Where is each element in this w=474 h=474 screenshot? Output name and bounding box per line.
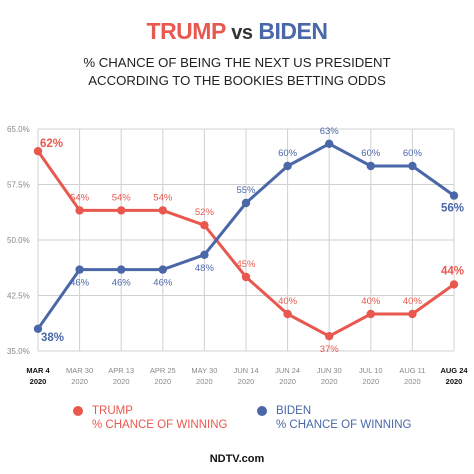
trump-data-label: 54% (153, 192, 173, 203)
y-tick-label: 35.0% (7, 347, 30, 356)
biden-data-label: 60% (403, 148, 423, 159)
trump-data-label: 37% (320, 344, 340, 355)
x-tick-label-line: 2020 (404, 377, 421, 386)
trump-data-point (283, 309, 292, 319)
x-tick-label-line: 2020 (446, 377, 463, 386)
x-tick-label-line: JUL 10 (359, 366, 383, 375)
x-tick-label-line: JUN 14 (233, 366, 258, 375)
biden-data-label: 56% (441, 203, 464, 215)
x-tick-label-line: 2020 (113, 377, 130, 386)
x-tick-label-line: 2020 (321, 377, 338, 386)
chart-subtitle: % CHANCE OF BEING THE NEXT US PRESIDENT … (0, 54, 474, 90)
legend-trump-dot (73, 406, 83, 416)
trump-data-point (117, 206, 126, 215)
x-tick-label-line: JUN 30 (317, 366, 342, 375)
biden-data-label: 46% (70, 278, 90, 289)
trump-data-point (366, 309, 375, 319)
legend-biden-dot (257, 406, 267, 416)
x-tick-label: MAY 30 2020 (191, 366, 217, 386)
trump-data-point (75, 206, 84, 215)
x-tick-label: MAR 30 2020 (66, 366, 93, 386)
trump-data-point (33, 147, 43, 156)
x-tick-label-line: MAR 30 (66, 366, 93, 375)
subtitle-line-1: % CHANCE OF BEING THE NEXT US PRESIDENT (83, 55, 391, 70)
biden-data-point (283, 161, 292, 171)
biden-data-point (325, 139, 334, 148)
trump-data-label: 54% (112, 192, 132, 203)
trump-data-point (241, 272, 251, 282)
source-logo: NDTV.com (209, 453, 265, 465)
biden-data-label: 60% (361, 148, 381, 159)
x-tick-label-line: MAY 30 (191, 366, 217, 375)
x-tick-label: APR 25 2020 (150, 366, 176, 386)
title-trump: TRUMP (146, 18, 226, 44)
biden-data-label: 38% (41, 332, 64, 344)
biden-data-label: 46% (153, 278, 173, 289)
trump-data-label: 40% (403, 296, 423, 307)
title-vs: vs (231, 22, 253, 44)
trump-data-label: 40% (361, 296, 381, 307)
x-tick-label-line: AUG 24 (440, 366, 468, 375)
trump-data-point (325, 332, 334, 341)
x-tick-label-line: 2020 (238, 377, 255, 386)
biden-data-label: 48% (195, 263, 215, 274)
trump-data-label: 40% (278, 296, 298, 307)
x-tick-label: APR 13 2020 (108, 366, 134, 386)
trump-data-point (200, 221, 209, 230)
biden-data-point (158, 265, 167, 274)
biden-data-point (449, 191, 459, 200)
x-tick-label-line: APR 13 (108, 366, 134, 375)
biden-data-point (200, 250, 209, 259)
y-tick-label: 50.0% (7, 236, 30, 245)
legend-trump-label: TRUMP (92, 405, 133, 417)
x-tick-label: MAR 4 2020 (26, 366, 50, 386)
biden-data-point (75, 265, 84, 274)
title-biden: BIDEN (258, 18, 328, 44)
x-tick-label: JUN 30 2020 (317, 366, 342, 386)
x-tick-label-line: 2020 (30, 377, 47, 386)
biden-data-point (33, 324, 43, 333)
trump-data-label: 45% (236, 259, 256, 270)
x-tick-label: JUL 10 2020 (359, 366, 383, 386)
x-tick-label-line: 2020 (71, 377, 88, 386)
x-tick-label-line: 2020 (154, 377, 171, 386)
biden-data-point (366, 161, 375, 171)
biden-data-label: 55% (236, 185, 256, 196)
legend-biden-label: BIDEN (276, 405, 312, 417)
biden-data-point (241, 198, 251, 208)
chart-title: TRUMP vs BIDEN (0, 18, 474, 45)
trump-data-point (158, 206, 167, 215)
trump-data-point (408, 309, 417, 319)
legend-trump-sublabel: % CHANCE OF WINNING (92, 419, 228, 431)
biden-data-point (408, 161, 417, 171)
legend-biden-sublabel: % CHANCE OF WINNING (276, 419, 412, 431)
x-tick-label: JUN 24 2020 (275, 366, 300, 386)
x-tick-label-line: 2020 (362, 377, 379, 386)
trump-data-label: 62% (40, 138, 63, 150)
x-tick-label-line: APR 25 (150, 366, 176, 375)
x-tick-label-line: 2020 (279, 377, 296, 386)
trump-data-label: 44% (441, 265, 464, 277)
x-tick-label: JUN 14 2020 (233, 366, 258, 386)
y-tick-label: 57.5% (7, 181, 30, 190)
biden-data-label: 63% (320, 126, 340, 137)
x-tick-label: AUG 24 2020 (440, 366, 468, 386)
x-tick-label: AUG 11 2020 (399, 366, 425, 386)
y-tick-label: 42.5% (7, 292, 30, 301)
x-tick-label-line: AUG 11 (399, 366, 425, 375)
x-tick-label-line: MAR 4 (26, 366, 50, 375)
trump-data-label: 52% (195, 207, 215, 218)
y-tick-label: 65.0% (7, 125, 30, 134)
subtitle-line-2: ACCORDING TO THE BOOKIES BETTING ODDS (88, 73, 386, 88)
x-tick-label-line: JUN 24 (275, 366, 300, 375)
x-tick-label-line: 2020 (196, 377, 213, 386)
trump-data-label: 54% (70, 192, 90, 203)
biden-data-point (117, 265, 126, 274)
biden-data-label: 46% (112, 278, 132, 289)
biden-data-label: 60% (278, 148, 298, 159)
trump-data-point (449, 280, 459, 289)
